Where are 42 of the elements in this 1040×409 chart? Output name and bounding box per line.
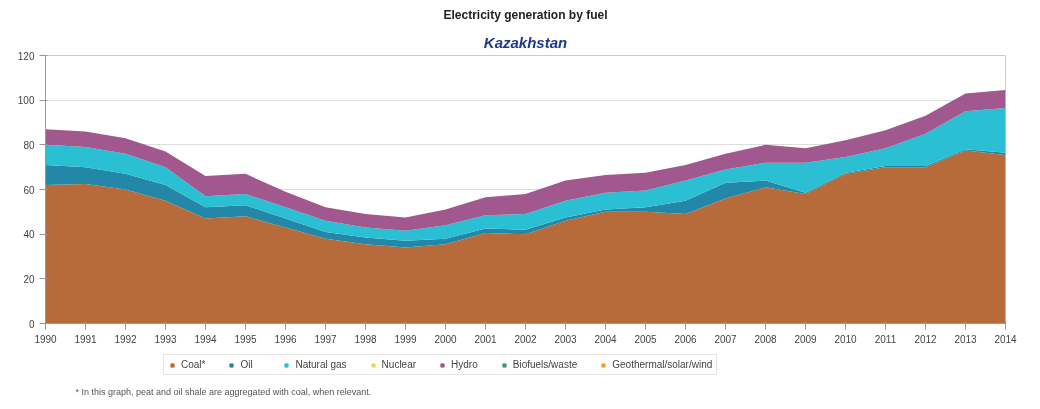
y-tick-label: 120 — [17, 50, 35, 62]
x-tick-label: 2008 — [754, 333, 778, 345]
legend-label: Hydro — [451, 359, 478, 370]
y-tick-label: 20 — [23, 273, 35, 285]
x-tick-label: 2004 — [594, 333, 618, 345]
x-tick-label: 2002 — [514, 333, 538, 345]
x-tick-label: 1997 — [314, 333, 338, 345]
x-tick-label: 1998 — [354, 333, 378, 345]
x-tick-label: 1990 — [34, 333, 58, 345]
x-tick-label: 1991 — [74, 333, 98, 345]
legend-label: Coal* — [181, 359, 206, 370]
legend-label: Oil — [240, 359, 254, 370]
x-tick-label: 1993 — [154, 333, 178, 345]
x-tick-label: 2014 — [994, 333, 1018, 345]
x-tick-label: 1995 — [234, 333, 258, 345]
x-tick-label: 1999 — [394, 333, 418, 345]
chart-title: Electricity generation by fuel — [443, 7, 608, 22]
y-tick-label: 40 — [23, 229, 35, 241]
x-tick-label: 2001 — [474, 333, 498, 345]
y-tick-label: 100 — [17, 95, 35, 107]
x-tick-label: 2013 — [954, 333, 978, 345]
x-tick-label: 2010 — [834, 333, 858, 345]
x-tick-label: 1996 — [274, 333, 298, 345]
x-tick-label: 2006 — [674, 333, 698, 345]
x-tick-label: 1992 — [114, 333, 138, 345]
text: * In this graph, peat and oil shale are aggregated with coal, when relevant. — [75, 386, 372, 397]
y-tick-label: 80 — [23, 139, 35, 151]
legend-label: Geothermal/solar/wind — [612, 359, 713, 370]
x-tick-label: 2009 — [794, 333, 818, 345]
x-tick-label: 2005 — [634, 333, 658, 345]
x-tick-label: 2000 — [434, 333, 458, 345]
x-tick-label: 1994 — [194, 333, 218, 345]
legend-label: Biofuels/waste — [512, 359, 578, 370]
x-tick-label: 2003 — [554, 333, 578, 345]
y-tick-label: 60 — [23, 184, 35, 196]
x-tick-label: 2012 — [914, 333, 938, 345]
y-tick-label: 0 — [28, 318, 35, 330]
chart-subtitle: Kazakhstan — [483, 33, 568, 51]
x-tick-label: 2007 — [714, 333, 738, 345]
x-tick-label: 2011 — [874, 333, 897, 345]
legend-label: Natural gas — [295, 359, 347, 370]
legend-label: Nuclear — [381, 359, 417, 370]
